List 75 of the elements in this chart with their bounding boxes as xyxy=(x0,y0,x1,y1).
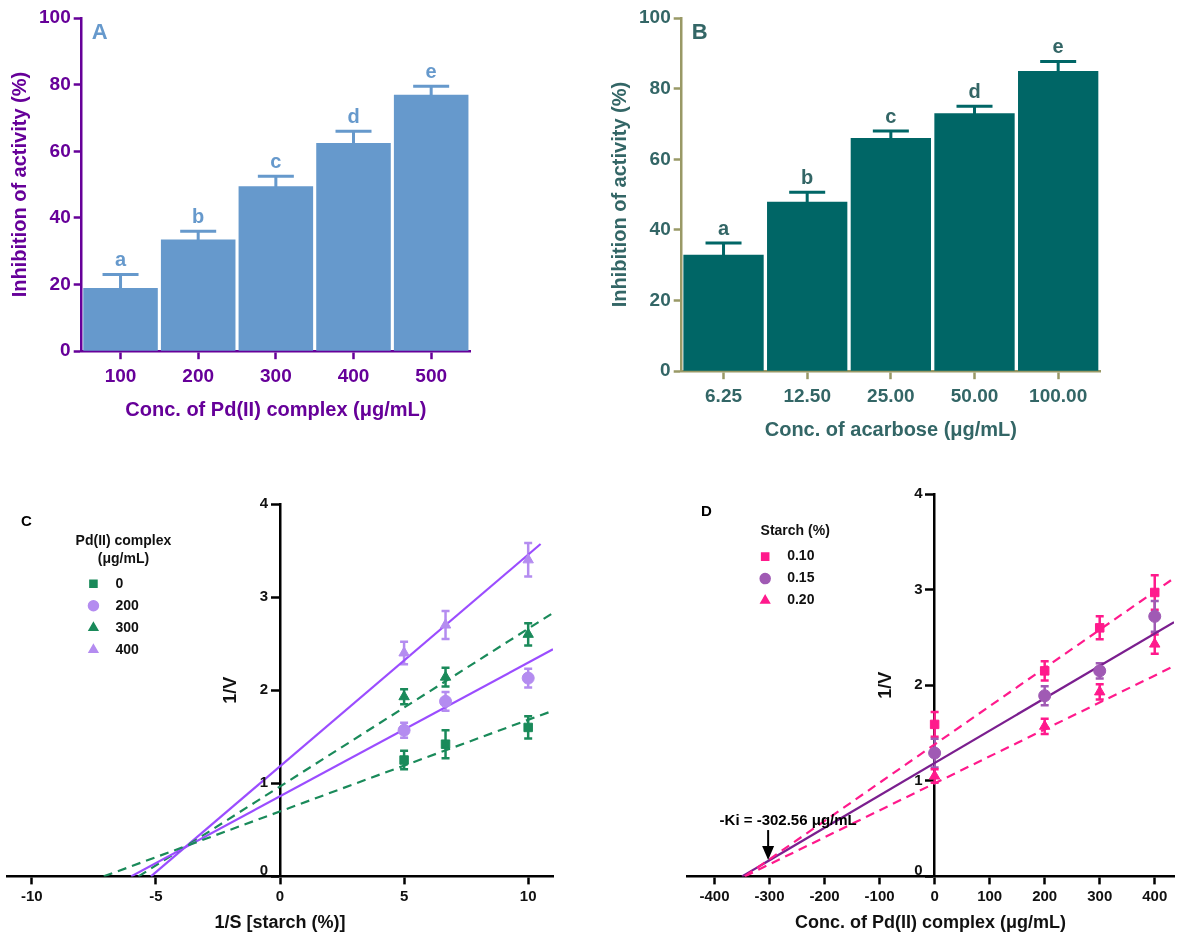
y-tick-label: 80 xyxy=(649,76,671,98)
annotation: a xyxy=(717,216,730,239)
x-tick-label: -10 xyxy=(20,886,43,904)
x-tick-label: 200 xyxy=(182,364,215,386)
annotation: b xyxy=(192,204,205,227)
x-tick-label: 6.25 xyxy=(705,384,743,406)
x-tick-label: 100 xyxy=(104,364,137,386)
x-tick-label: -100 xyxy=(864,886,895,904)
annotation: c xyxy=(270,149,282,172)
y-tick-label: 20 xyxy=(649,288,671,310)
legend-title: Pd(II) complex (μg/mL) xyxy=(75,531,172,566)
x-tick-label: -5 xyxy=(149,886,163,904)
annotation: e xyxy=(1052,34,1064,57)
legend-label: 200 xyxy=(115,596,140,613)
x-axis-title: Conc. of Pd(II) complex (μg/mL) xyxy=(794,912,1067,933)
x-tick-label: 500 xyxy=(415,364,448,386)
y-tick-label: 1 xyxy=(914,770,923,788)
y-tick-label: 0 xyxy=(259,861,268,879)
x-tick-label: 12.50 xyxy=(783,384,831,406)
legend-label: 0.15 xyxy=(787,569,815,586)
y-tick-label: 0 xyxy=(60,339,71,361)
x-tick-label: -400 xyxy=(699,886,730,904)
x-tick-label: 0 xyxy=(930,886,939,904)
legend-label: 300 xyxy=(115,618,140,635)
y-tick-label: 3 xyxy=(914,579,923,597)
x-tick-label: 300 xyxy=(1087,886,1113,904)
x-tick-label: 100 xyxy=(977,886,1003,904)
x-axis-title: 1/S [starch (%)] xyxy=(214,912,346,933)
x-tick-label: 0 xyxy=(275,886,285,904)
text: C xyxy=(21,511,32,529)
annotation: e xyxy=(425,59,437,82)
y-tick-label: 3 xyxy=(259,587,268,605)
x-tick-label: 5 xyxy=(399,886,409,904)
chart-title: B xyxy=(691,19,708,45)
y-axis-title: Inhibition of activity (%) xyxy=(7,71,30,298)
x-tick-label: 400 xyxy=(1142,886,1168,904)
y-tick-label: 100 xyxy=(639,6,671,28)
y-tick-label: 0 xyxy=(914,861,923,879)
x-tick-label: 400 xyxy=(337,364,370,386)
legend-title: Starch (%) xyxy=(760,522,830,539)
annotation: c xyxy=(885,104,897,127)
x-tick-label: 300 xyxy=(260,364,292,386)
y-tick-label: 2 xyxy=(259,680,268,698)
x-tick-label: 10 xyxy=(519,886,537,904)
annotation: a xyxy=(114,248,127,271)
x-tick-label: -200 xyxy=(809,886,840,904)
y-axis-title: Inhibition of activity (%) xyxy=(607,81,630,308)
legend-label: 400 xyxy=(115,640,140,657)
annotation: b xyxy=(801,165,814,188)
y-tick-label: 80 xyxy=(49,72,71,94)
x-tick-label: -300 xyxy=(754,886,785,904)
y-tick-label: 4 xyxy=(259,494,269,512)
y-tick-label: 60 xyxy=(49,139,71,161)
x-axis-title: Conc. of Pd(II) complex (μg/mL) xyxy=(125,397,427,420)
x-tick-label: 200 xyxy=(1032,886,1058,904)
y-tick-label: 60 xyxy=(649,147,671,169)
annotation: d xyxy=(968,79,981,102)
annotation: d xyxy=(347,104,360,127)
x-axis-title: Conc. of acarbose (μg/mL) xyxy=(764,417,1017,440)
y-tick-label: 40 xyxy=(49,206,71,228)
y-tick-label: 20 xyxy=(49,272,71,294)
text: D xyxy=(701,501,712,519)
x-tick-label: 100.00 xyxy=(1029,384,1088,406)
y-axis-title: 1/V xyxy=(874,671,895,699)
legend-label: 0 xyxy=(115,574,124,591)
chart-title: A xyxy=(91,19,108,45)
y-tick-label: 4 xyxy=(914,484,924,502)
y-tick-label: 100 xyxy=(39,6,71,28)
y-tick-label: 2 xyxy=(914,675,923,693)
x-tick-label: 50.00 xyxy=(950,384,999,406)
y-tick-label: 40 xyxy=(649,218,671,240)
legend-label: 0.20 xyxy=(787,591,815,608)
y-axis-title: 1/V xyxy=(219,676,240,704)
legend-label: 0.10 xyxy=(787,547,815,564)
x-tick-label: 25.00 xyxy=(867,384,915,406)
